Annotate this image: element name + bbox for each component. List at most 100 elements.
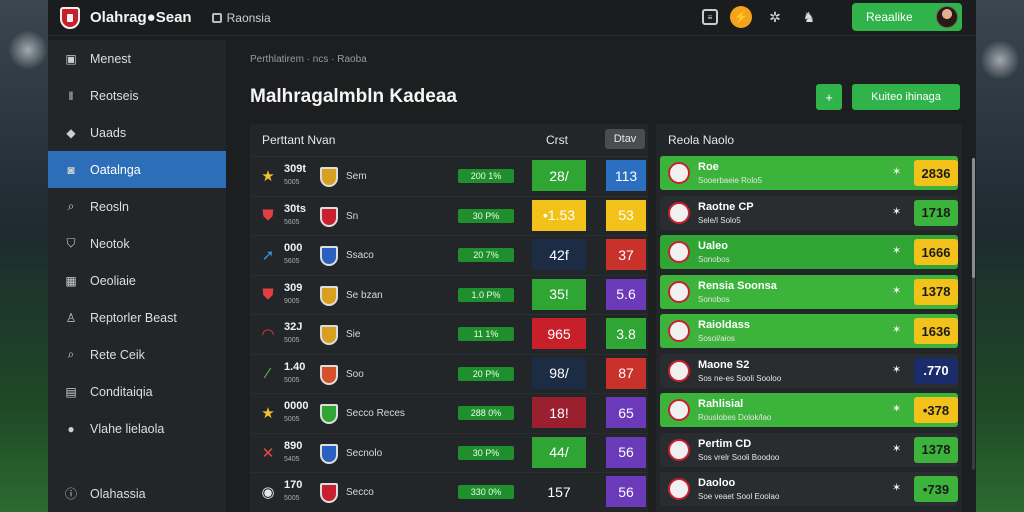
odds-button[interactable]: 2836 — [914, 160, 958, 186]
bolt-icon[interactable]: ⚡ — [730, 6, 752, 28]
club-detail: Sos ne-es Sooli Sooloo — [698, 373, 782, 383]
sidebar-item-label: Oeoliaie — [90, 273, 136, 288]
table-row[interactable]: ⁄ 1.40 5005 Soo 20 P% 98/87 — [250, 353, 648, 394]
value-cell[interactable]: 56 — [606, 476, 646, 507]
user-icon[interactable]: ♞ — [802, 8, 816, 25]
team-crest-icon — [320, 167, 338, 187]
list-item[interactable]: Maone S2 Sos ne-es Sooli Sooloo ✶ .770 — [660, 353, 958, 388]
value-cell[interactable]: 56 — [606, 436, 646, 468]
stat-sub: 5005 — [284, 495, 300, 502]
sidebar-item[interactable]: ‖ Reotseis — [48, 77, 226, 114]
list-item[interactable]: Raotne CP Sele/l Solo5 ✶ 1718 — [660, 195, 958, 230]
sidebar-item[interactable]: ◆ Uaads — [48, 114, 226, 151]
list-item[interactable]: Roe Sooerbaeie Rolo5 ✶ 2836 — [660, 156, 958, 190]
stat-value: 309t 5005 — [284, 163, 307, 187]
list-item[interactable]: Daoloo Soe veaet Sool Eoolao ✶ •739 — [660, 472, 958, 506]
logo-icon[interactable] — [60, 6, 80, 29]
value-cell[interactable]: 157 — [532, 476, 586, 507]
value-cell[interactable]: 113 — [606, 160, 646, 191]
column-header[interactable]: Perttant Nvan — [262, 133, 336, 147]
action-button[interactable]: Kuiteo ihinaga — [852, 84, 960, 110]
value-cell[interactable]: 53 — [606, 199, 646, 231]
sidebar-item-active[interactable]: ◙ Oatalnga — [48, 151, 226, 188]
top-link[interactable]: Raonsia — [211, 10, 271, 25]
odds-button[interactable]: 1636 — [914, 318, 958, 344]
breadcrumb[interactable]: Perthlatirem · ncs · Raoba — [250, 54, 367, 65]
list-item[interactable]: Ualeo Sonobos ✶ 1666 — [660, 235, 958, 269]
value-cell[interactable]: 28/ — [532, 160, 586, 191]
square-icon — [211, 12, 222, 23]
odds-button[interactable]: 1378 — [914, 278, 958, 305]
club-name: Maone S2 — [698, 358, 750, 371]
column-header-button[interactable]: Dtav — [605, 129, 645, 149]
app-window: Olahrag●Sean Raonsia ≡ ⚡ ✲ ♞ Reaalike ▣ M… — [48, 0, 976, 512]
chart-icon: ▤ — [65, 384, 77, 399]
standings-table: Perttant Nvan Crst Dtav ★ 309t 5005 Sem 200 … — [250, 124, 648, 512]
odds-button[interactable]: 1378 — [914, 436, 958, 463]
odds-button[interactable]: 1666 — [914, 239, 958, 265]
club-name: Rensia Soonsa — [698, 279, 777, 292]
value-cell[interactable]: 965 — [532, 318, 586, 349]
club-name: Raotne CP — [698, 200, 754, 213]
sidebar-item-label: Reosln — [90, 199, 129, 214]
sidebar-item[interactable]: ⌕ Rete Ceik — [48, 336, 226, 373]
table-row[interactable]: ★ 0000 5005 Secco Reces 288 0% 18! 65 — [250, 393, 648, 433]
value-cell[interactable]: 87 — [606, 357, 646, 389]
table-row[interactable]: ⛊ 30ts 5605 Sn 30 P% •1.53 53 — [250, 195, 648, 236]
table-row[interactable]: ➚ 000 5605 Ssaco 20 7% 42f 37 — [250, 235, 648, 275]
table-row[interactable]: ◠ 32J 5005 Sie 11 1% 965 3.8 — [250, 314, 648, 354]
team-crest-icon — [320, 483, 338, 503]
kit-icon[interactable]: ✲ — [769, 8, 781, 25]
team-name: Secco — [346, 487, 374, 498]
value-cell[interactable]: 35! — [532, 278, 586, 310]
favorite-star-icon[interactable]: ✶ — [892, 284, 902, 297]
list-item[interactable]: Rahlisial Rouslobes Dolok/lao ✶ •378 — [660, 393, 958, 427]
favorite-star-icon[interactable]: ✶ — [892, 363, 902, 376]
sidebar-item-bottom[interactable]: ⓘ Olahassia — [48, 475, 226, 512]
stat-value: 170 5005 — [284, 479, 303, 503]
list-item[interactable]: Pertim CD Sos vrelr Sooli Boodoo ✶ 1378 — [660, 432, 958, 467]
value-cell[interactable]: 42f — [532, 239, 586, 270]
value-cell[interactable]: 37 — [606, 239, 646, 270]
value-cell[interactable]: 3.8 — [606, 318, 646, 349]
value-cell[interactable]: 5.6 — [606, 278, 646, 310]
scrollbar[interactable] — [972, 158, 975, 470]
value-cell[interactable]: 44/ — [532, 436, 586, 468]
value-cell[interactable]: 18! — [532, 397, 586, 428]
favorite-star-icon[interactable]: ✶ — [892, 166, 902, 178]
odds-button[interactable]: .770 — [914, 357, 958, 384]
value-cell[interactable]: 65 — [606, 397, 646, 428]
list-item[interactable]: Raioldass Sosol/aios ✶ 1636 — [660, 314, 958, 348]
profile-button[interactable]: Reaalike — [852, 3, 962, 31]
table-row[interactable]: ★ 309t 5005 Sem 200 1% 28/113 — [250, 156, 648, 196]
favorite-star-icon[interactable]: ✶ — [892, 403, 902, 415]
favorite-star-icon[interactable]: ✶ — [892, 324, 902, 336]
sidebar-item[interactable]: ▦ Oeoliaie — [48, 262, 226, 299]
top-link-label: Raonsia — [226, 10, 271, 25]
favorite-star-icon[interactable]: ✶ — [892, 205, 902, 218]
value-cell[interactable]: 98/ — [532, 357, 586, 389]
sidebar-item[interactable]: ▣ Menest — [48, 40, 226, 77]
odds-button[interactable]: 1718 — [914, 199, 958, 226]
add-button[interactable]: + — [816, 84, 842, 110]
favorite-star-icon[interactable]: ✶ — [892, 442, 902, 455]
odds-button[interactable]: •739 — [914, 476, 958, 502]
club-detail: Sele/l Solo5 — [698, 215, 741, 225]
sidebar-item[interactable]: ● Vlahe lielaola — [48, 410, 226, 447]
column-header[interactable]: Crst — [546, 133, 568, 147]
sidebar-item[interactable]: ♙ Reptorler Beast — [48, 299, 226, 336]
favorite-star-icon[interactable]: ✶ — [892, 245, 902, 257]
list-item[interactable]: Rensia Soonsa Sonobos ✶ 1378 — [660, 274, 958, 309]
table-row[interactable]: ⛊ 309 9005 Se bzan 1.0 P% 35! 5.6 — [250, 274, 648, 315]
table-row[interactable]: ◉ 170 5005 Secco 330 0% 157 56 — [250, 472, 648, 512]
sidebar-item[interactable]: ⌕ Reosln — [48, 188, 226, 225]
favorite-star-icon[interactable]: ✶ — [892, 482, 902, 494]
menu-icon[interactable]: ≡ — [702, 9, 718, 25]
percent-badge: 20 P% — [458, 366, 514, 381]
sidebar-item[interactable]: ▤ Conditaiqia — [48, 373, 226, 410]
value-cell[interactable]: •1.53 — [532, 199, 586, 231]
table-row[interactable]: ✕ 890 5405 Secnolo 30 P% 44/56 — [250, 432, 648, 473]
page-title: Malhragalmbln Kadeaa — [250, 86, 457, 107]
odds-button[interactable]: •378 — [914, 397, 958, 423]
sidebar-item[interactable]: ⛉ Neotok — [48, 225, 226, 262]
